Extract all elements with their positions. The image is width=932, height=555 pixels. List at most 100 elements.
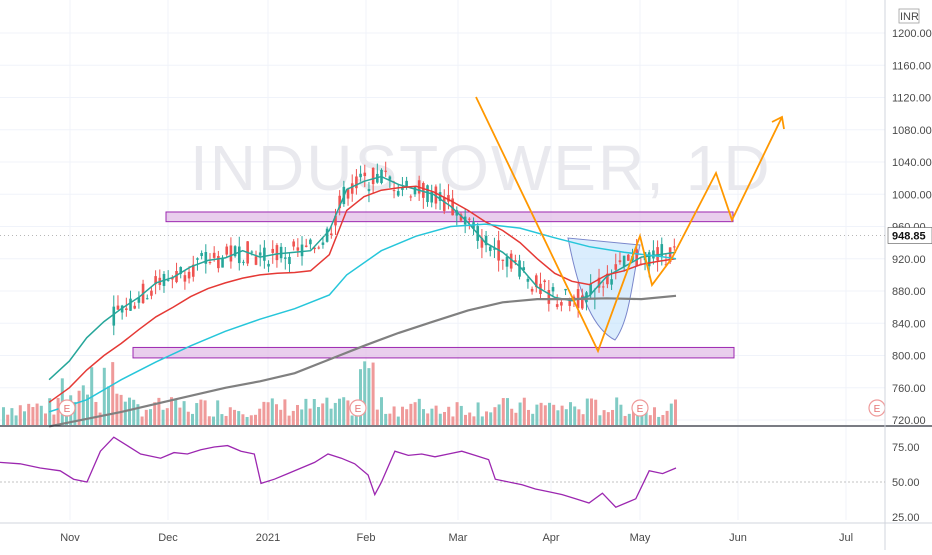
candle-body [488, 246, 492, 251]
volume-bar [606, 412, 610, 425]
volume-bar [581, 414, 585, 425]
currency-box [898, 8, 920, 24]
price-tick-label: 1120.00 [892, 93, 931, 105]
volume-bar [35, 403, 39, 425]
candle-body [514, 260, 517, 262]
candle-body [300, 244, 304, 257]
candle-body [309, 239, 312, 245]
earnings-marker[interactable]: E [349, 399, 367, 417]
candle-body [125, 308, 128, 311]
candle-body [258, 252, 262, 256]
candle-body [459, 214, 463, 221]
candle-body [627, 254, 630, 261]
volume-bar [497, 404, 501, 425]
volume-bar [375, 409, 379, 425]
volume-bar [564, 409, 568, 425]
volume-bar [350, 415, 354, 425]
volume-bar [308, 408, 312, 425]
volume-bar [157, 397, 161, 425]
candle-body [484, 235, 488, 246]
candle-body [304, 245, 308, 247]
earnings-marker[interactable]: E [58, 399, 76, 417]
volume-bar [417, 398, 421, 425]
candle-body [551, 287, 555, 292]
ma-line-1 [48, 185, 677, 403]
volume-bar [254, 414, 257, 425]
rsi-tick-label: 75.00 [892, 442, 920, 454]
candle-body [660, 244, 664, 256]
earnings-circle [349, 399, 367, 417]
volume-bar [476, 402, 480, 425]
volume-bar [111, 362, 115, 425]
volume-bar [506, 398, 509, 425]
volume-bar [174, 399, 178, 425]
price-tick-label: 800.00 [892, 351, 926, 363]
price-tick-label: 1200.00 [892, 28, 932, 40]
volume-bar [86, 394, 89, 425]
candle-body [200, 253, 203, 256]
candle-body [589, 284, 592, 295]
volume-bar [6, 414, 10, 425]
cup-pattern-shade [567, 237, 641, 341]
volume-bar [115, 393, 119, 425]
volume-bar [266, 402, 270, 425]
volume-bar [480, 416, 484, 425]
volume-bar [237, 411, 241, 425]
volume-bar [140, 416, 144, 425]
ma-line-2 [48, 223, 677, 413]
candle-body [560, 302, 563, 306]
volume-bar [590, 398, 593, 425]
volume-bar [287, 415, 291, 425]
volume-bar [627, 413, 631, 425]
candle-body [422, 183, 425, 198]
rsi-tick-label: 25.00 [892, 512, 920, 524]
earnings-marker[interactable]: E [868, 399, 886, 417]
candle-body [296, 247, 300, 251]
earnings-marker[interactable]: E [631, 399, 649, 417]
volume-bar [585, 398, 589, 425]
candle-body [388, 176, 392, 180]
candle-body [187, 271, 191, 279]
volume-bar [665, 410, 669, 425]
candle-body [447, 195, 450, 202]
volume-bar [296, 404, 299, 425]
candle-body [451, 198, 454, 216]
candle-body [493, 248, 496, 250]
volume-bar [405, 409, 409, 425]
volume-bar [644, 403, 648, 425]
volume-bar [102, 367, 106, 425]
candle-body [606, 273, 609, 285]
volume-bar [527, 409, 530, 425]
volume-bar [514, 412, 518, 425]
candle-body [401, 187, 404, 190]
volume-bar [291, 410, 295, 425]
volume-bar [342, 397, 346, 425]
volume-bar [501, 398, 505, 425]
volume-bar [468, 412, 472, 425]
candle-body [179, 267, 183, 274]
candle-body [145, 298, 149, 300]
volume-bar [674, 399, 677, 425]
candle-body [338, 195, 341, 209]
price-tick-label: 1040.00 [892, 157, 932, 169]
volume-bar [304, 398, 308, 425]
volume-bar [661, 415, 665, 425]
volume-bar [359, 369, 362, 425]
volume-bar [493, 407, 497, 425]
time-tick-label: Jun [729, 532, 747, 544]
candle-body [392, 190, 396, 192]
volume-bar [170, 397, 173, 425]
volume-bar [325, 397, 329, 425]
candle-body [442, 197, 446, 211]
candle-body [250, 251, 254, 253]
price-tick-label: 920.00 [892, 254, 926, 266]
candle-body [171, 277, 174, 280]
candle-body [204, 252, 208, 264]
volume-bar [367, 368, 371, 425]
candle-body [325, 228, 329, 242]
volume-histogram [2, 361, 677, 425]
volume-bar [623, 415, 627, 425]
candle-body [555, 304, 559, 307]
candle-body [430, 192, 434, 203]
candle-body [568, 299, 572, 306]
